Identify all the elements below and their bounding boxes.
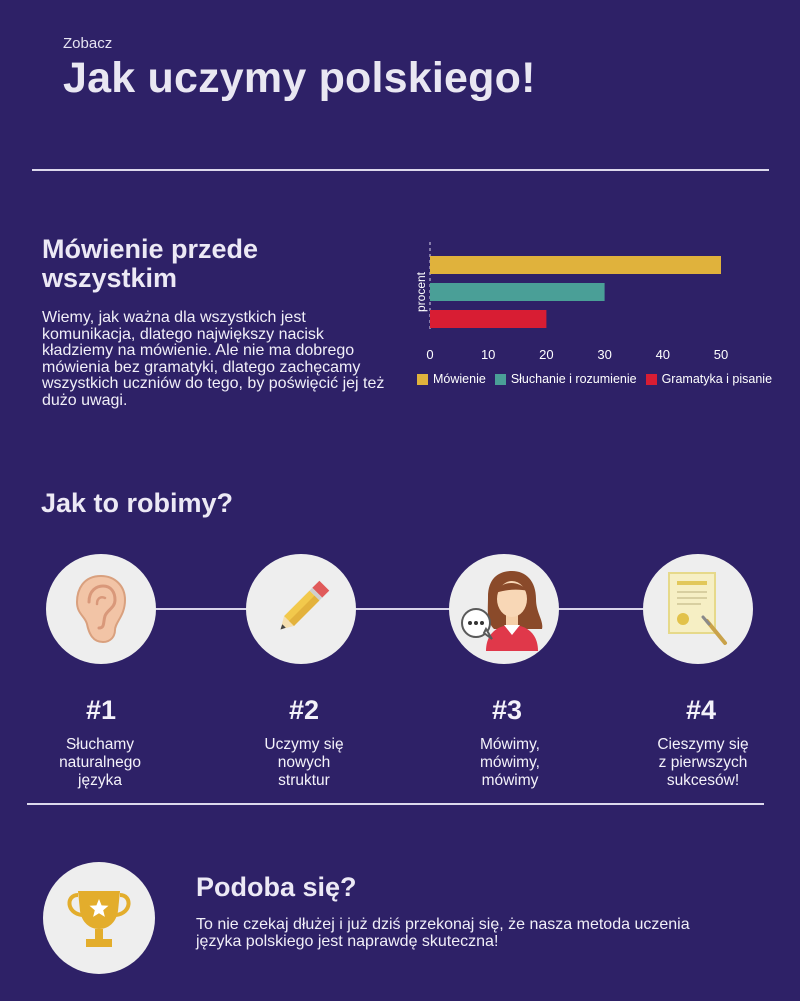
x-tick-label: 10 xyxy=(481,347,495,362)
x-tick-label: 50 xyxy=(714,347,728,362)
step-2-circle xyxy=(246,554,356,664)
ear-icon xyxy=(75,574,127,644)
step-text-line: mówimy xyxy=(481,772,539,789)
section-title-like: Podoba się? xyxy=(196,872,357,902)
step-1-circle xyxy=(46,554,156,664)
kicker: Zobacz xyxy=(63,35,113,52)
step-text-line: mówimy, xyxy=(480,754,540,771)
bar-listening xyxy=(430,283,605,301)
legend-item-speaking: Mówienie xyxy=(417,372,486,386)
divider xyxy=(32,169,769,171)
bar-speaking xyxy=(430,256,721,274)
step-text-line: struktur xyxy=(278,772,330,789)
x-axis-ticks: 0 10 20 30 40 50 xyxy=(426,347,728,362)
step-4-circle xyxy=(643,554,753,664)
legend-swatch xyxy=(417,373,428,385)
legend-label: Mówienie xyxy=(433,372,486,386)
step-3-number: #3 xyxy=(491,695,523,725)
legend-label: Słuchanie i rozumienie xyxy=(510,372,637,386)
step-4-number: #4 xyxy=(685,695,717,725)
step-text-line: Słuchamy xyxy=(65,736,135,753)
legend-item-grammar: Gramatyka i pisanie xyxy=(645,372,773,386)
pencil-icon xyxy=(280,580,330,630)
step-3-circle xyxy=(449,554,559,664)
legend-swatch xyxy=(645,373,657,385)
page-title: Jak uczymy polskiego! xyxy=(63,54,536,102)
step-1-number: #1 xyxy=(85,695,117,725)
step-2-number: #2 xyxy=(288,695,320,725)
section-text-like: To nie czekaj dłużej i już dziś przekona… xyxy=(196,916,690,950)
section-title-how: Jak to robimy? xyxy=(41,488,234,518)
section-text-speaking: Wiemy, jak ważna dla wszystkich jest kom… xyxy=(42,309,385,409)
step-text-line: języka xyxy=(78,772,122,789)
speaking-person-icon xyxy=(461,571,543,651)
step-2-text: Uczymy się nowych struktur xyxy=(234,736,374,790)
chart-legend: Mówienie Słuchanie i rozumienie Gramatyk… xyxy=(417,372,781,386)
step-text-line: Uczymy się xyxy=(264,736,344,753)
x-tick-label: 40 xyxy=(656,347,670,362)
divider xyxy=(27,803,764,805)
legend-swatch xyxy=(494,373,506,385)
step-text-line: naturalnego xyxy=(59,754,141,771)
x-tick-label: 20 xyxy=(539,347,553,362)
section-title-speaking: Mówienie przede wszystkim xyxy=(42,234,259,293)
legend-label: Gramatyka i pisanie xyxy=(661,372,773,386)
x-tick-label: 30 xyxy=(597,347,611,362)
y-axis-label: procent xyxy=(414,271,428,312)
trophy-icon xyxy=(67,891,131,947)
step-text-line: z pierwszych xyxy=(658,754,748,771)
x-tick-label: 0 xyxy=(426,347,433,362)
step-text-line: sukcesów! xyxy=(666,772,740,789)
step-4-text: Cieszymy się z pierwszych sukcesów! xyxy=(633,736,773,790)
legend-item-listening: Słuchanie i rozumienie xyxy=(494,372,637,386)
step-1-text: Słuchamy naturalnego języka xyxy=(30,736,170,790)
step-text-line: nowych xyxy=(277,754,331,771)
certificate-icon xyxy=(668,572,727,645)
steps-connector xyxy=(100,608,700,610)
trophy-circle xyxy=(43,862,155,974)
step-text-line: Mówimy, xyxy=(480,736,540,753)
bar-chart: procent 0 10 20 30 40 50 xyxy=(414,242,728,362)
step-text-line: Cieszymy się xyxy=(657,736,749,753)
bar-grammar xyxy=(430,310,547,328)
step-3-text: Mówimy, mówimy, mówimy xyxy=(440,736,580,790)
